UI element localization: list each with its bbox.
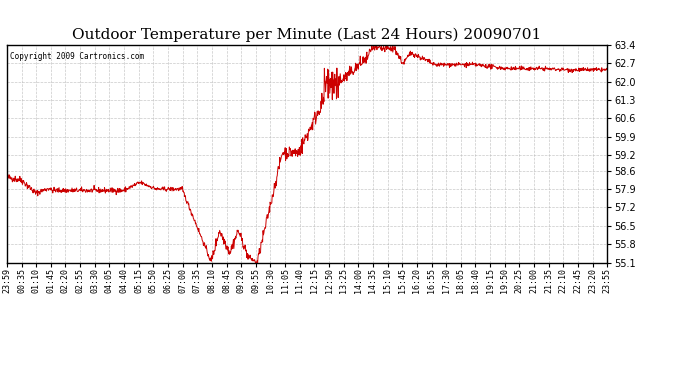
Title: Outdoor Temperature per Minute (Last 24 Hours) 20090701: Outdoor Temperature per Minute (Last 24 …	[72, 28, 542, 42]
Text: Copyright 2009 Cartronics.com: Copyright 2009 Cartronics.com	[10, 51, 144, 60]
